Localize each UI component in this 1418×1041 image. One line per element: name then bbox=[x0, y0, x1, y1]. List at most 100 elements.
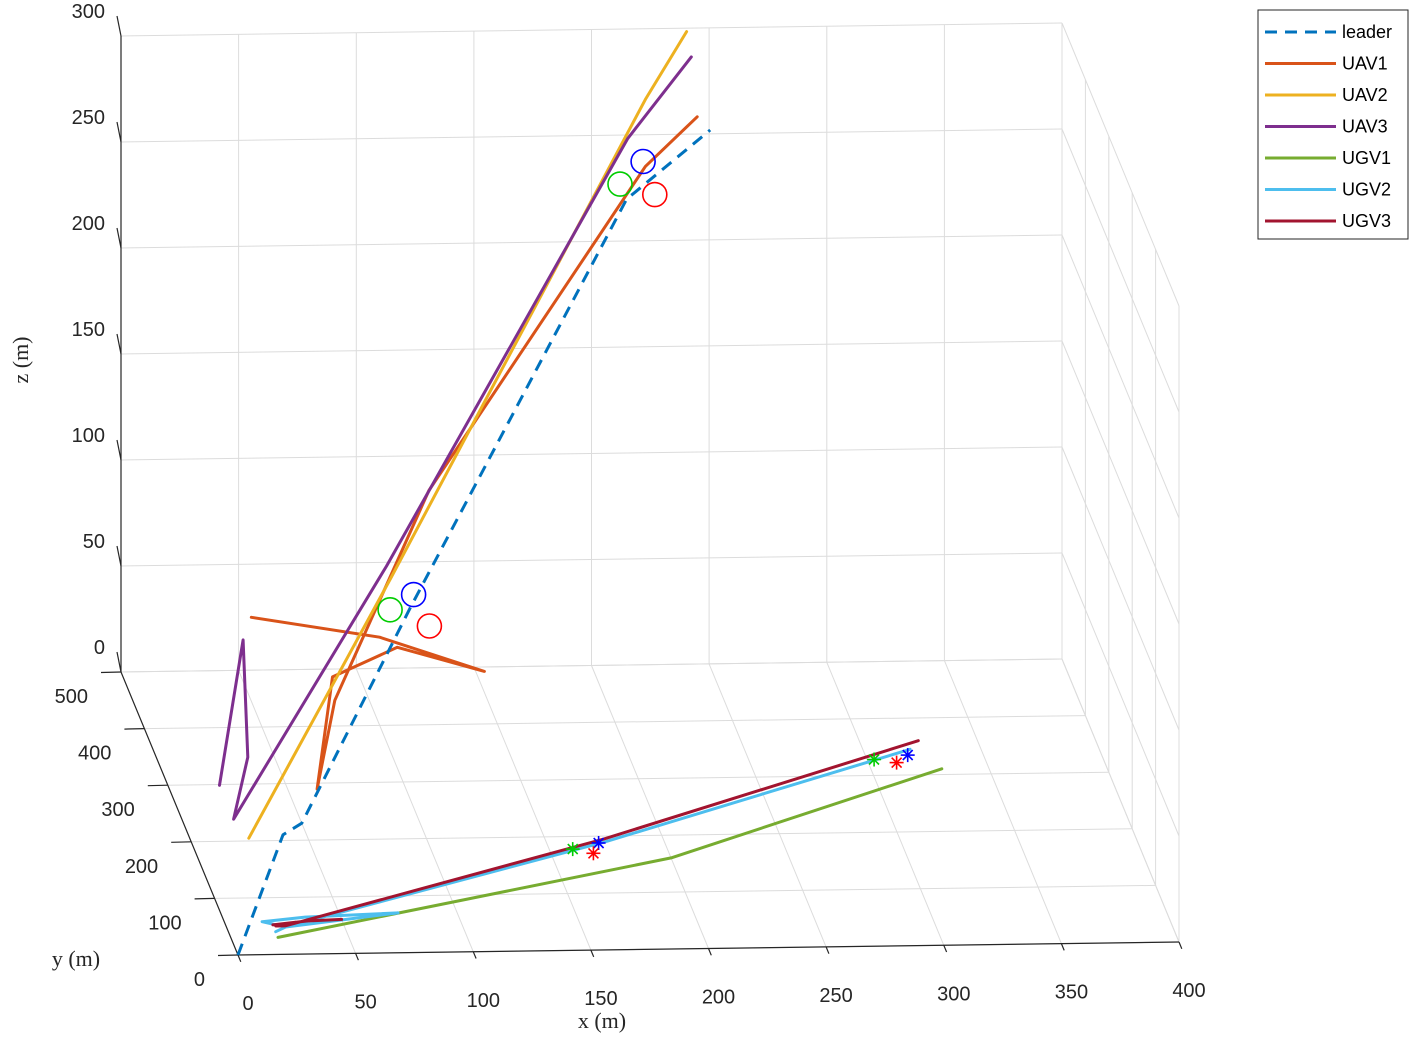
x-tick bbox=[472, 951, 477, 959]
circle-marker bbox=[416, 613, 443, 639]
grid-line bbox=[591, 665, 709, 949]
star-stroke bbox=[891, 757, 903, 769]
z-tick bbox=[116, 439, 122, 461]
circle-marker bbox=[630, 148, 656, 175]
grid-line bbox=[120, 234, 1063, 249]
star-marker bbox=[900, 748, 915, 763]
grid-line bbox=[214, 884, 1156, 899]
z-tick-label: 50 bbox=[83, 531, 105, 553]
series-uav2 bbox=[247, 30, 689, 840]
legend-label: leader bbox=[1342, 22, 1392, 42]
grid-line bbox=[120, 340, 1063, 355]
z-tick bbox=[116, 121, 122, 143]
trajectories bbox=[218, 30, 944, 956]
z-tick bbox=[116, 227, 122, 249]
star-stroke bbox=[587, 847, 599, 859]
legend-label: UAV3 bbox=[1342, 117, 1388, 137]
legend-box bbox=[1257, 9, 1409, 240]
x-tick-label: 100 bbox=[467, 990, 500, 1012]
z-tick bbox=[116, 333, 122, 355]
star-stroke bbox=[902, 749, 914, 761]
grid-line bbox=[943, 660, 1062, 944]
grid-line bbox=[1061, 22, 1180, 307]
x-tick-label: 300 bbox=[937, 983, 970, 1005]
series-leader bbox=[236, 128, 712, 956]
axes-grid bbox=[120, 22, 1180, 956]
circle-marker bbox=[377, 596, 403, 623]
legend-label: UAV1 bbox=[1342, 54, 1388, 74]
x-tick bbox=[825, 946, 830, 954]
y-tick-label: 100 bbox=[148, 912, 181, 934]
circle-marker bbox=[607, 171, 633, 197]
grid-line bbox=[473, 666, 592, 951]
star-marker bbox=[565, 842, 580, 857]
x-tick bbox=[1060, 943, 1065, 951]
z-tick-label: 150 bbox=[72, 319, 105, 341]
x-tick bbox=[237, 954, 242, 963]
series-ugv3 bbox=[271, 739, 920, 928]
grid-line bbox=[1061, 658, 1180, 943]
x-tick bbox=[1178, 941, 1183, 950]
x-tick-label: 250 bbox=[819, 985, 852, 1007]
y-tick-label: 400 bbox=[78, 743, 111, 765]
x-tick-label: 50 bbox=[354, 991, 376, 1013]
x-tick bbox=[943, 945, 948, 953]
y-tick bbox=[100, 671, 122, 674]
z-tick bbox=[116, 15, 122, 37]
y-tick bbox=[194, 897, 215, 900]
grid-line bbox=[120, 446, 1063, 461]
y-tick-label: 200 bbox=[125, 856, 158, 878]
legend-label: UGV3 bbox=[1342, 211, 1391, 231]
grid-line bbox=[191, 828, 1133, 843]
star-stroke bbox=[567, 843, 579, 855]
z-axis-label: z (m) bbox=[8, 336, 33, 383]
star-stroke bbox=[593, 837, 605, 849]
z-tick-label: 0 bbox=[94, 637, 105, 659]
legend-label: UGV2 bbox=[1342, 180, 1391, 200]
grid-line bbox=[1061, 552, 1180, 837]
circle-marker bbox=[641, 181, 668, 208]
x-tick-label: 0 bbox=[242, 993, 253, 1015]
z-tick-label: 100 bbox=[72, 425, 105, 447]
series-ugv2 bbox=[260, 747, 912, 934]
grid-line bbox=[120, 552, 1063, 567]
z-tick-label: 250 bbox=[72, 107, 105, 129]
y-tick bbox=[171, 841, 192, 843]
circle-marker bbox=[400, 581, 427, 608]
series-uav3 bbox=[218, 55, 693, 821]
grid-line bbox=[1061, 128, 1180, 413]
star-stroke bbox=[868, 754, 880, 766]
grid-line bbox=[120, 658, 1063, 673]
grid-line bbox=[1061, 340, 1180, 625]
star-marker bbox=[591, 836, 606, 850]
z-tick bbox=[116, 651, 122, 673]
y-tick bbox=[124, 728, 145, 730]
y-tick-label: 500 bbox=[55, 686, 88, 708]
y-axis-line bbox=[120, 671, 239, 956]
star-marker bbox=[889, 755, 904, 770]
z-tick-label: 200 bbox=[72, 213, 105, 235]
x-tick-label: 150 bbox=[584, 988, 617, 1010]
legend-label: UGV1 bbox=[1342, 148, 1391, 168]
y-tick bbox=[217, 954, 239, 957]
y-axis-label: y (m) bbox=[52, 946, 100, 971]
grid-line bbox=[1061, 446, 1180, 731]
grid-line bbox=[708, 663, 827, 948]
position-markers bbox=[377, 148, 915, 861]
x-tick bbox=[355, 953, 359, 961]
y-tick bbox=[147, 784, 168, 787]
legend: leader UAV1 UAV2 UAV3 UGV1 UGV2 UGV3 bbox=[1257, 9, 1409, 240]
grid-line bbox=[144, 715, 1086, 730]
x-tick-label: 400 bbox=[1172, 980, 1205, 1002]
grid-line bbox=[826, 662, 945, 946]
x-tick bbox=[590, 949, 595, 958]
grid-line bbox=[1061, 234, 1180, 519]
star-marker bbox=[867, 752, 882, 767]
legend-label: UAV2 bbox=[1342, 85, 1388, 105]
y-tick-label: 0 bbox=[194, 969, 205, 991]
axes-frame bbox=[120, 36, 1180, 956]
z-tick bbox=[116, 545, 122, 567]
star-marker bbox=[586, 846, 601, 861]
x-axis-label: x (m) bbox=[578, 1008, 626, 1033]
y-tick-label: 300 bbox=[101, 799, 134, 821]
